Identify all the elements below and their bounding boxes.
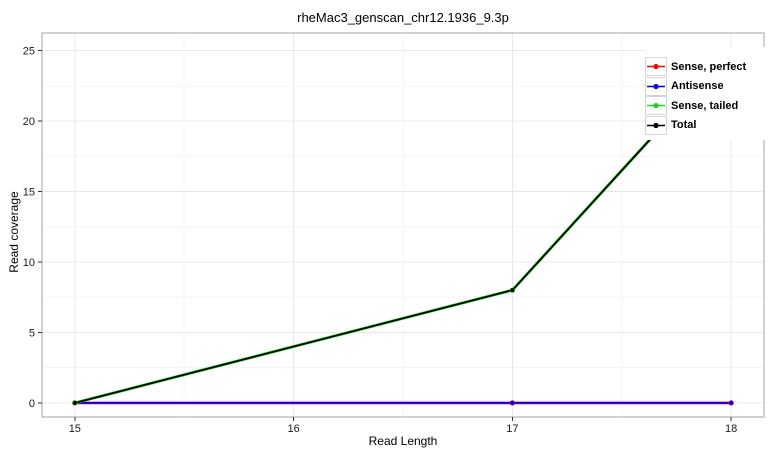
x-tick-label: 17 <box>506 423 518 435</box>
chart-title: rheMac3_genscan_chr12.1936_9.3p <box>297 10 509 25</box>
x-tick-label: 18 <box>725 423 737 435</box>
legend-item-label: Total <box>671 119 697 131</box>
panel-border <box>41 32 765 418</box>
legend: Sense, perfect Antisense Sense, tailed Tota… <box>645 47 768 140</box>
legend-item: Sense, perfect <box>645 57 768 76</box>
legend-item: Antisense <box>645 76 768 96</box>
y-tick-label: 20 <box>23 116 35 128</box>
y-tick-label: 25 <box>23 46 35 58</box>
legend-item: Sense, tailed <box>645 96 768 115</box>
series-point <box>510 400 515 405</box>
y-tick-label: 0 <box>29 398 35 410</box>
legend-key-icon <box>645 115 667 135</box>
x-tick-label: 16 <box>287 423 299 435</box>
y-tick-label: 10 <box>23 257 35 269</box>
legend-key-icon <box>645 76 667 96</box>
series-point <box>72 400 77 405</box>
y-tick-label: 15 <box>23 187 35 199</box>
legend-item-label: Sense, tailed <box>671 99 739 112</box>
legend-key-icon <box>645 96 667 115</box>
y-tick-label: 5 <box>29 327 35 339</box>
legend-key-icon <box>645 57 667 76</box>
x-tick-label: 15 <box>69 423 81 435</box>
x-axis-label: Read Length <box>368 434 438 448</box>
legend-item-label: Antisense <box>671 80 724 92</box>
legend-item: Total <box>645 115 768 135</box>
legend-item-label: Sense, perfect <box>671 60 747 73</box>
series-point <box>729 400 734 405</box>
series-point <box>510 288 515 293</box>
